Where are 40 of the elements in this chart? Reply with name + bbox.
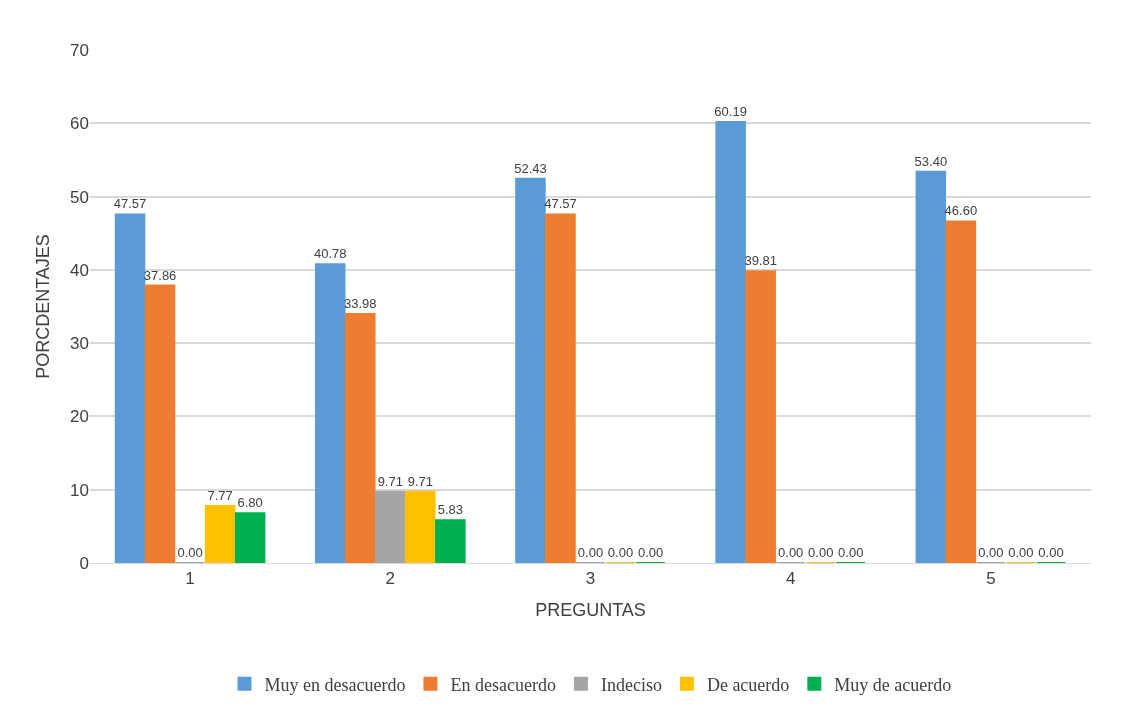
y-tick-label: 60 xyxy=(70,114,89,134)
data-label: 0.00 xyxy=(978,545,1004,560)
y-tick-label: 40 xyxy=(70,260,89,280)
data-label: 0.00 xyxy=(637,545,664,560)
y-tick-label: 10 xyxy=(70,480,89,500)
x-axis-title: PREGUNTAS xyxy=(535,599,646,620)
data-label: 60.19 xyxy=(714,103,747,119)
data-label: 9.71 xyxy=(407,473,433,489)
y-tick-label: 70 xyxy=(70,40,89,60)
legend-label: De acuerdo xyxy=(706,674,790,695)
data-label: 53.40 xyxy=(914,153,948,169)
y-axis-title: PORCDENTAJES xyxy=(33,234,54,379)
data-label: 5.83 xyxy=(437,502,464,518)
y-tick-label: 30 xyxy=(70,334,89,354)
legend-label: En desacuerdo xyxy=(450,674,556,695)
y-tick-label: 0 xyxy=(79,553,89,573)
data-label: 0.00 xyxy=(1038,545,1064,560)
x-tick-label: 4 xyxy=(785,569,796,589)
x-tick-label: 1 xyxy=(185,569,195,589)
data-label: 0.00 xyxy=(1008,545,1034,560)
x-tick-label: 5 xyxy=(986,569,996,589)
data-label: 0.00 xyxy=(808,545,834,560)
data-label: 0.00 xyxy=(778,545,804,560)
data-label: 6.80 xyxy=(237,495,263,511)
data-label: 40.78 xyxy=(313,246,347,262)
legend-label: Muy de acuerdo xyxy=(834,674,952,695)
legend-label: Indeciso xyxy=(600,674,662,695)
data-label: 47.57 xyxy=(113,196,147,212)
data-label: 52.43 xyxy=(514,160,547,176)
data-label: 9.71 xyxy=(377,473,403,489)
x-tick-label: 2 xyxy=(385,569,396,589)
data-label: 0.00 xyxy=(838,545,864,560)
data-label: 0.00 xyxy=(577,545,604,560)
data-label: 7.77 xyxy=(207,488,233,504)
y-tick-label: 50 xyxy=(70,187,89,207)
y-tick-label: 20 xyxy=(70,407,89,427)
data-label: 0.00 xyxy=(607,545,634,560)
legend-label: Muy en desacuerdo xyxy=(264,674,406,695)
data-label: 0.00 xyxy=(177,545,203,560)
x-tick-label: 3 xyxy=(585,569,596,589)
